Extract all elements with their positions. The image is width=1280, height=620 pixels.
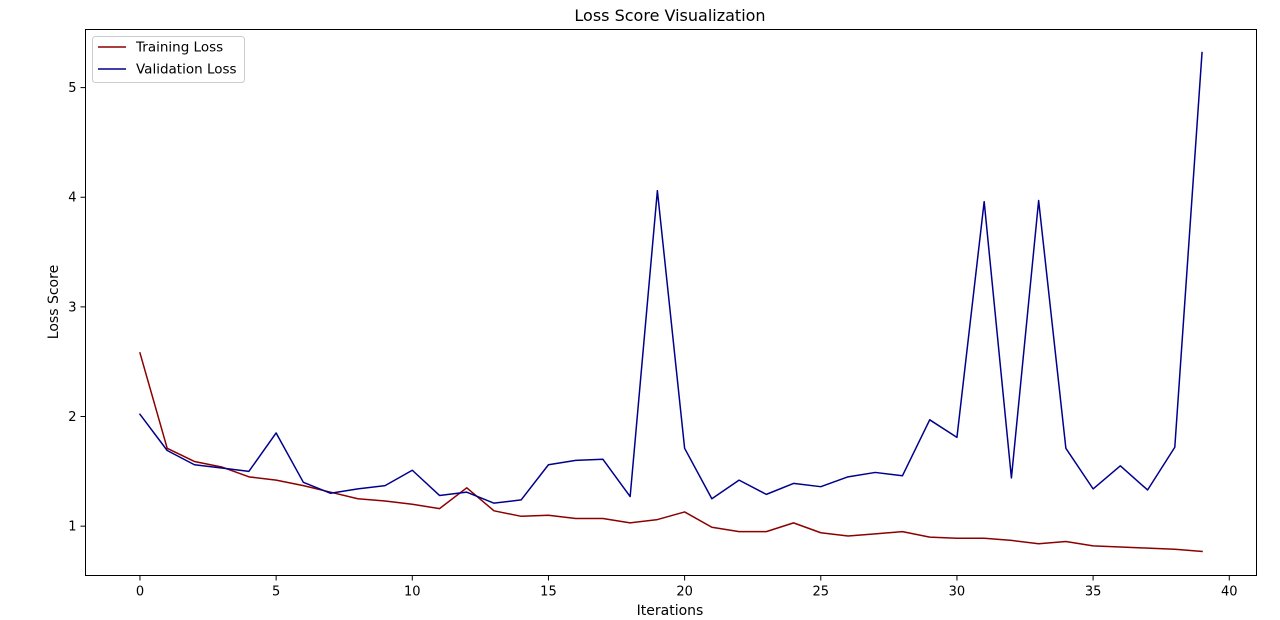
series-line-training-loss [139,352,1203,553]
x-tick-label: 40 [1221,585,1238,600]
x-axis-label: Iterations [637,603,704,619]
y-tick-label: 1 [68,520,76,535]
x-tick-label: 35 [1085,585,1102,600]
x-tick-label: 15 [540,585,557,600]
legend-box [92,36,245,83]
x-tick-label: 10 [404,585,421,600]
legend-label-training-loss: Training Loss [135,40,223,56]
x-tick-label: 5 [272,585,280,600]
x-axis-ticks: 0 5 10 15 20 25 30 35 40 [136,575,1238,600]
chart-title: Loss Score Visualization [574,6,765,25]
y-tick-label: 3 [68,300,76,315]
x-tick-label: 25 [813,585,830,600]
x-tick-label: 30 [949,585,966,600]
series-line-validation-loss [138,51,1203,504]
plot-frame [85,29,1257,576]
x-tick-label: 0 [136,585,144,600]
y-tick-label: 4 [68,191,76,206]
legend: Training Loss Validation Loss [92,36,245,83]
y-tick-label: 2 [68,410,76,425]
y-tick-label: 5 [68,81,76,96]
y-axis-ticks: 1 2 3 4 5 [68,81,86,535]
series-layer [138,51,1203,553]
y-axis-label: Loss Score [46,265,62,339]
legend-label-validation-loss: Validation Loss [136,62,237,78]
x-tick-label: 20 [676,585,693,600]
